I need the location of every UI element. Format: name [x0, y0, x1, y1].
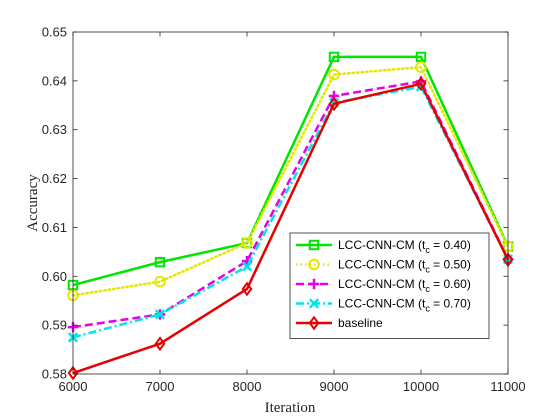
- legend-entry-2: LCC-CNN-CM (tc = 0.50): [296, 258, 471, 275]
- legend-entry-1: LCC-CNN-CM (tc = 0.40): [296, 238, 471, 255]
- x-tick-label-3: 8000: [233, 379, 262, 394]
- legend: LCC-CNN-CM (tc = 0.40) LCC-CNN-CM (tc = 0…: [289, 232, 490, 339]
- y-tick-label-6: 0.63: [42, 122, 67, 137]
- series-5-marker-4: [328, 96, 340, 112]
- series-5-marker-1: [67, 365, 79, 381]
- y-tick-label-5: 0.62: [42, 171, 67, 186]
- series-4-marker-2: [154, 309, 166, 320]
- series-2-line: [71, 65, 510, 297]
- legend-entry-4: LCC-CNN-CM (tc = 0.70): [296, 297, 471, 314]
- series-2-marker-2: [154, 275, 166, 288]
- legend-label-5: baseline: [338, 316, 383, 330]
- x-tick-label-5: 10000: [403, 379, 439, 394]
- legend-entry-3: LCC-CNN-CM (tc = 0.60): [296, 277, 471, 294]
- legend-swatch-3-marker-1: [308, 278, 320, 290]
- y-tick-label-7: 0.64: [42, 73, 67, 88]
- series-5-marker-3: [241, 281, 253, 297]
- series-1-marker-2: [154, 256, 166, 268]
- axes-box: [72, 31, 509, 375]
- legend-swatch-1-marker-1: [308, 239, 320, 251]
- series-1-line: [72, 55, 510, 287]
- x-tick-label-4: 9000: [320, 379, 349, 394]
- series-1-marker-4: [328, 51, 340, 63]
- y-tick-label-1: 0.58: [42, 367, 67, 382]
- series-5-marker-5: [415, 76, 427, 92]
- series-4-marker-3: [241, 261, 253, 272]
- y-tick-label-8: 0.65: [42, 25, 67, 40]
- series-2-marker-3: [241, 237, 253, 249]
- legend-box: [289, 232, 490, 339]
- series-5-line: [72, 82, 510, 375]
- series-5-marker-2: [154, 336, 166, 352]
- y-tick-label-3: 0.60: [42, 269, 67, 284]
- legend-entry-5: baseline: [296, 315, 383, 331]
- x-tick-label-2: 7000: [146, 379, 175, 394]
- legend-swatch-5-marker-1: [308, 315, 320, 331]
- y-tick-label-2: 0.59: [42, 318, 67, 333]
- series-2-marker-4: [328, 68, 340, 81]
- x-tick-label-6: 11000: [490, 379, 525, 394]
- y-tick-label-4: 0.61: [42, 220, 67, 235]
- legend-label-2: LCC-CNN-CM (tc = 0.50): [338, 258, 471, 275]
- series-2-marker-5: [415, 61, 427, 73]
- legend-label-3: LCC-CNN-CM (tc = 0.60): [338, 277, 471, 294]
- axes-layer: 6000 7000 8000 9000 10000 11000 0.58 0.59 0.60 0.…: [42, 25, 526, 395]
- legend-swatch-2-marker-1: [308, 258, 320, 271]
- y-axis-title: Accuracy: [25, 174, 41, 232]
- x-tick-label-1: 6000: [59, 379, 88, 394]
- legend-swatch-4-marker-1: [308, 298, 320, 309]
- legend-label-4: LCC-CNN-CM (tc = 0.70): [338, 297, 471, 314]
- series-layer: [67, 51, 514, 381]
- x-axis-title: Iteration: [265, 400, 316, 416]
- legend-label-1: LCC-CNN-CM (tc = 0.40): [338, 238, 471, 255]
- series-1-marker-5: [415, 51, 427, 63]
- series-5: [67, 76, 514, 381]
